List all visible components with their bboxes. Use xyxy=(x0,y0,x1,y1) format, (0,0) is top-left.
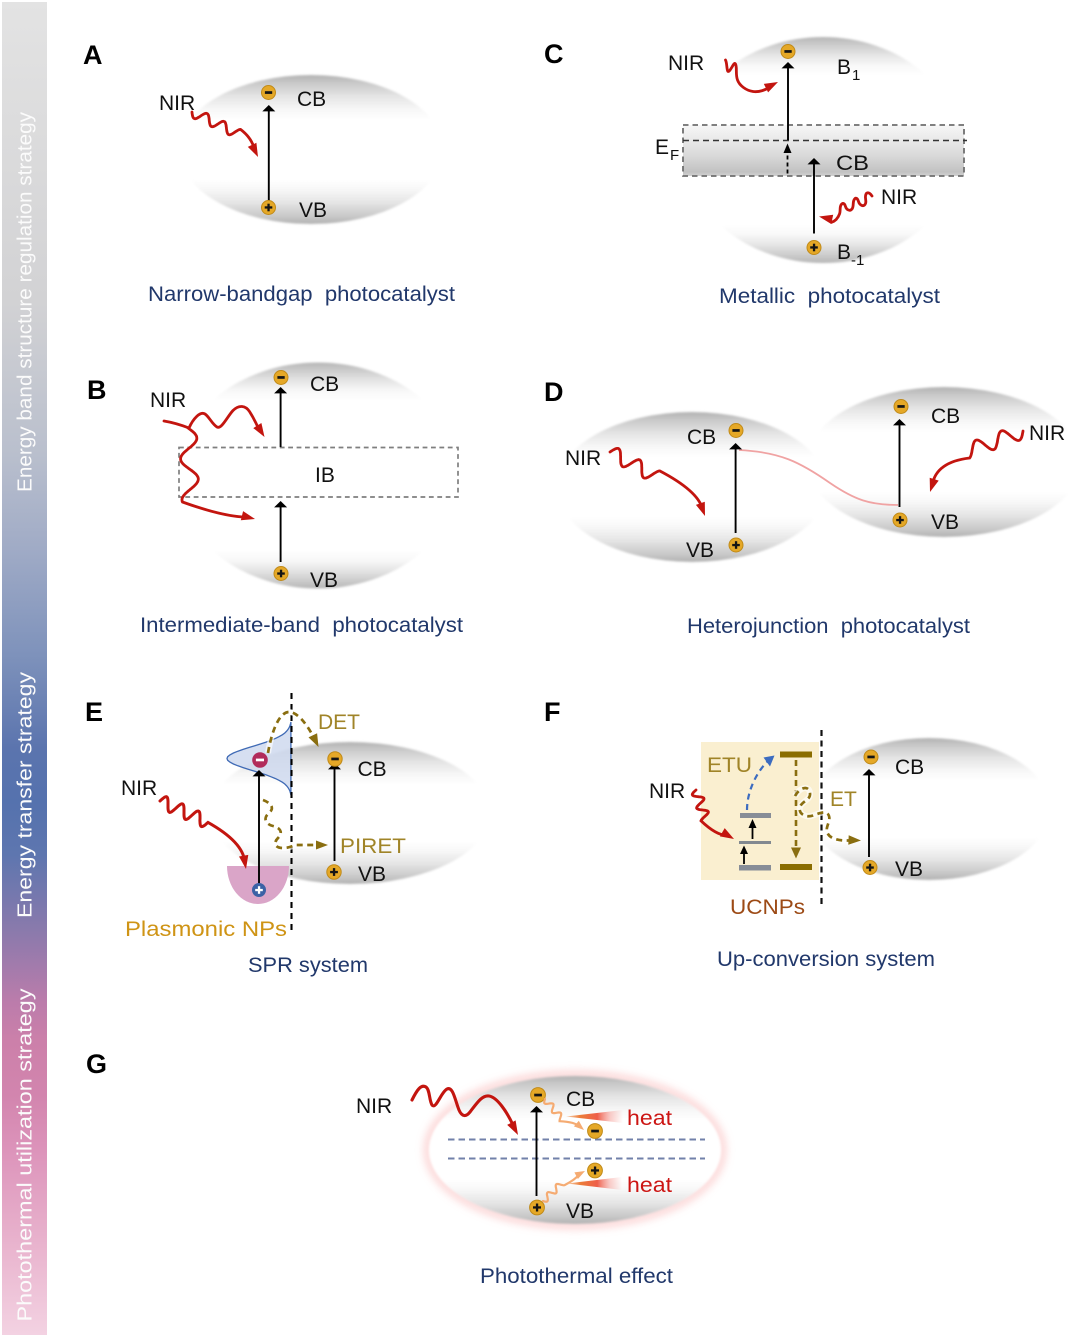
svg-text:Heterojunction photocatalyst: Heterojunction photocatalyst xyxy=(687,615,970,638)
svg-text:NIR: NIR xyxy=(356,1095,392,1118)
svg-text:VB: VB xyxy=(310,569,338,592)
svg-text:C: C xyxy=(544,39,564,69)
svg-text:UCNPs: UCNPs xyxy=(730,896,805,919)
svg-text:Metallic photocatalyst: Metallic photocatalyst xyxy=(719,285,940,308)
svg-text:CB: CB xyxy=(358,758,387,781)
svg-text:VB: VB xyxy=(895,858,923,881)
svg-text:NIR: NIR xyxy=(1029,422,1065,445)
svg-text:Energy band structure regulati: Energy band structure regulation strateg… xyxy=(15,112,37,492)
svg-text:Plasmonic NPs: Plasmonic NPs xyxy=(125,918,287,941)
svg-text:NIR: NIR xyxy=(565,447,601,470)
svg-text:heat: heat xyxy=(627,1107,672,1130)
svg-text:A: A xyxy=(83,40,103,70)
svg-text:ETU: ETU xyxy=(707,754,752,777)
svg-text:DET: DET xyxy=(318,711,360,734)
svg-text:VB: VB xyxy=(566,1200,594,1223)
svg-text:ET: ET xyxy=(830,788,857,811)
svg-text:VB: VB xyxy=(931,511,959,534)
svg-text:B: B xyxy=(87,375,107,405)
svg-text:Photothermal utilization strat: Photothermal utilization strategy xyxy=(15,989,37,1322)
svg-text:F: F xyxy=(544,697,561,727)
svg-text:F: F xyxy=(670,147,679,164)
svg-text:CB: CB xyxy=(836,152,869,175)
svg-text:Energy transfer strategy: Energy transfer strategy xyxy=(15,672,37,918)
svg-text:1: 1 xyxy=(852,67,860,84)
svg-text:NIR: NIR xyxy=(668,52,704,75)
svg-text:VB: VB xyxy=(299,199,327,222)
svg-text:G: G xyxy=(86,1049,107,1079)
svg-text:NIR: NIR xyxy=(649,780,685,803)
svg-text:CB: CB xyxy=(310,373,339,396)
svg-text:NIR: NIR xyxy=(121,777,157,800)
svg-text:CB: CB xyxy=(895,756,924,779)
svg-text:NIR: NIR xyxy=(881,186,917,209)
svg-text:E: E xyxy=(85,697,103,727)
svg-text:Intermediate-band photocataly: Intermediate-band photocatalyst xyxy=(140,614,463,637)
svg-text:NIR: NIR xyxy=(159,92,195,115)
svg-text:CB: CB xyxy=(566,1088,595,1111)
svg-text:PIRET: PIRET xyxy=(340,835,406,858)
svg-text:Photothermal effect: Photothermal effect xyxy=(480,1265,673,1288)
svg-text:E: E xyxy=(655,136,669,159)
svg-text:heat: heat xyxy=(627,1174,672,1197)
svg-text:Up-conversion system: Up-conversion system xyxy=(717,948,935,971)
svg-text:CB: CB xyxy=(687,426,716,449)
svg-text:VB: VB xyxy=(686,539,714,562)
svg-text:CB: CB xyxy=(931,405,960,428)
svg-text:D: D xyxy=(544,377,564,407)
svg-text:SPR system: SPR system xyxy=(248,954,368,977)
svg-text:B: B xyxy=(837,241,851,264)
svg-text:Narrow-bandgap photocatalyst: Narrow-bandgap photocatalyst xyxy=(148,283,455,306)
svg-text:IB: IB xyxy=(315,464,335,487)
svg-text:VB: VB xyxy=(358,863,386,886)
svg-text:NIR: NIR xyxy=(150,389,186,412)
svg-text:B: B xyxy=(837,56,851,79)
svg-text:CB: CB xyxy=(297,88,326,111)
svg-text:-1: -1 xyxy=(851,252,864,269)
